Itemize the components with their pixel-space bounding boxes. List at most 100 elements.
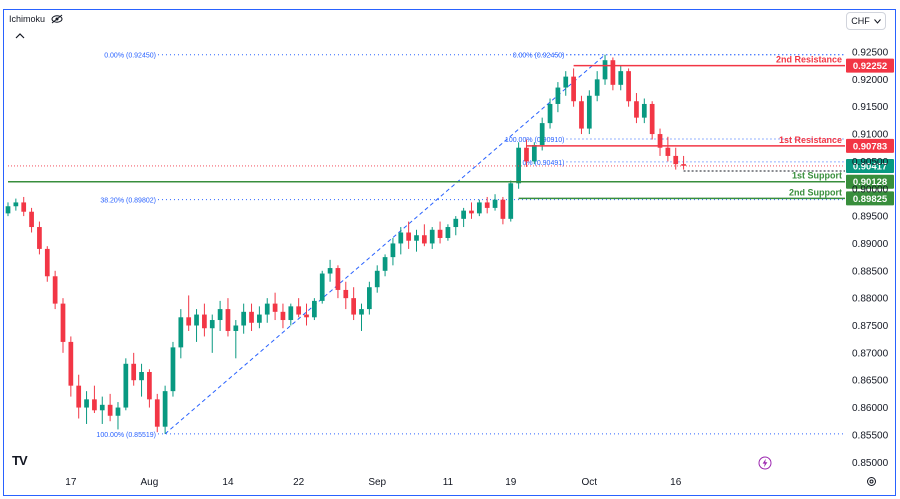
candle-body <box>5 206 11 214</box>
candle-body <box>508 183 514 219</box>
chevron-down-icon <box>873 18 881 24</box>
candle-body <box>280 311 286 321</box>
candle-body <box>147 371 152 400</box>
candle-body <box>170 347 176 392</box>
candle-body <box>390 243 396 258</box>
candle-body <box>594 79 600 96</box>
x-tick-label: Sep <box>368 477 386 488</box>
level-label: 1st Resistance <box>779 135 842 145</box>
candle-body <box>186 317 192 326</box>
y-tick-label: 0.89500 <box>852 212 889 223</box>
candle-body <box>414 235 419 241</box>
candle-body <box>665 147 671 156</box>
tradingview-logo-icon[interactable]: TV <box>12 453 28 468</box>
candle-body <box>641 103 647 118</box>
candle-body <box>649 103 655 135</box>
current-price-tag <box>846 158 894 173</box>
y-tick-label: 0.85000 <box>852 458 889 469</box>
candle-body <box>476 202 482 214</box>
candle-body <box>107 404 113 416</box>
y-tick-label: 0.90000 <box>852 184 889 195</box>
candle-body <box>563 76 569 88</box>
candle-body <box>539 123 545 145</box>
x-tick-label: Aug <box>141 477 159 488</box>
fib-level-label: 100.00% (0.90910) <box>505 137 565 144</box>
candle-body <box>319 273 325 301</box>
candle-body <box>429 229 435 244</box>
level-price-tag <box>846 191 894 206</box>
candle-body <box>288 306 294 321</box>
fib-level-label: 0.00% (0.92450) <box>104 53 156 60</box>
candle-body <box>249 311 254 323</box>
candle-body <box>21 202 27 212</box>
candle-body <box>492 199 498 208</box>
candle-body <box>531 144 537 162</box>
candle-body <box>327 268 333 274</box>
candle-body <box>92 399 97 411</box>
candle-body <box>29 211 34 228</box>
candle-body <box>673 155 679 165</box>
candle-body <box>264 303 270 315</box>
candle-body <box>516 147 521 184</box>
candle-body <box>178 317 184 348</box>
fib-level-label: 0.00% (0.92450) <box>513 53 565 60</box>
candle-body <box>115 407 121 416</box>
candle-body <box>225 309 231 331</box>
candle-body <box>367 287 372 310</box>
level-price-tag <box>846 58 894 73</box>
level-price-text: 0.90128 <box>853 177 887 188</box>
candle-body <box>312 300 317 318</box>
y-tick-label: 0.87500 <box>852 321 889 332</box>
candle-body <box>681 164 686 166</box>
candle-body <box>343 289 349 299</box>
candle-body <box>469 210 474 214</box>
y-tick-label: 0.85500 <box>852 430 889 441</box>
x-tick-label: 16 <box>670 477 682 488</box>
candle-body <box>571 76 576 102</box>
candle-body <box>257 314 262 323</box>
price-axis: 0.92500 0.92000 0.91500 0.91000 0.90500 0.900… <box>852 48 889 469</box>
lightning-icon[interactable] <box>758 456 772 470</box>
level-price-text: 0.92252 <box>853 61 887 72</box>
x-tick-label: 11 <box>443 477 454 488</box>
y-tick-label: 0.90500 <box>852 157 889 168</box>
candle-body <box>335 268 341 290</box>
candle-body <box>233 325 239 331</box>
level-price-text: 0.89825 <box>853 194 888 205</box>
fib-level-label: 0% (0.90491) <box>522 160 564 167</box>
candle-body <box>547 103 553 124</box>
candle-body <box>131 363 137 381</box>
current-price-text: 0.90417 <box>853 161 887 172</box>
candle-body <box>555 87 561 104</box>
fib-level-label: 100.00% (0.85519) <box>96 432 156 439</box>
candle-body <box>421 235 427 244</box>
level-label: 1st Support <box>792 171 842 181</box>
y-tick-label: 0.86500 <box>852 376 889 387</box>
fib-level-label: 38.20% (0.89802) <box>100 198 156 205</box>
chevron-up-icon[interactable] <box>13 30 27 42</box>
indicator-label[interactable]: Ichimoku <box>9 14 46 24</box>
candle-body <box>209 320 215 329</box>
fib-trend-line <box>164 54 606 435</box>
candle-body <box>586 95 592 129</box>
y-tick-label: 0.87000 <box>852 348 889 359</box>
candle-body <box>406 232 411 241</box>
gear-icon[interactable] <box>866 476 877 487</box>
candlesticks <box>5 54 686 434</box>
candle-body <box>162 391 168 427</box>
y-tick-label: 0.86000 <box>852 403 889 414</box>
y-tick-label: 0.89000 <box>852 239 889 250</box>
candle-body <box>602 60 608 80</box>
candle-body <box>359 309 364 315</box>
candle-body <box>60 303 66 342</box>
eye-icon[interactable] <box>51 14 63 24</box>
candle-body <box>398 232 404 244</box>
currency-button[interactable]: CHF <box>846 12 886 30</box>
x-tick-label: 22 <box>293 477 305 488</box>
candle-body <box>382 257 388 271</box>
candle-body <box>84 399 89 408</box>
candle-body <box>304 314 309 318</box>
candle-body <box>374 270 380 288</box>
candle-body <box>76 385 82 408</box>
